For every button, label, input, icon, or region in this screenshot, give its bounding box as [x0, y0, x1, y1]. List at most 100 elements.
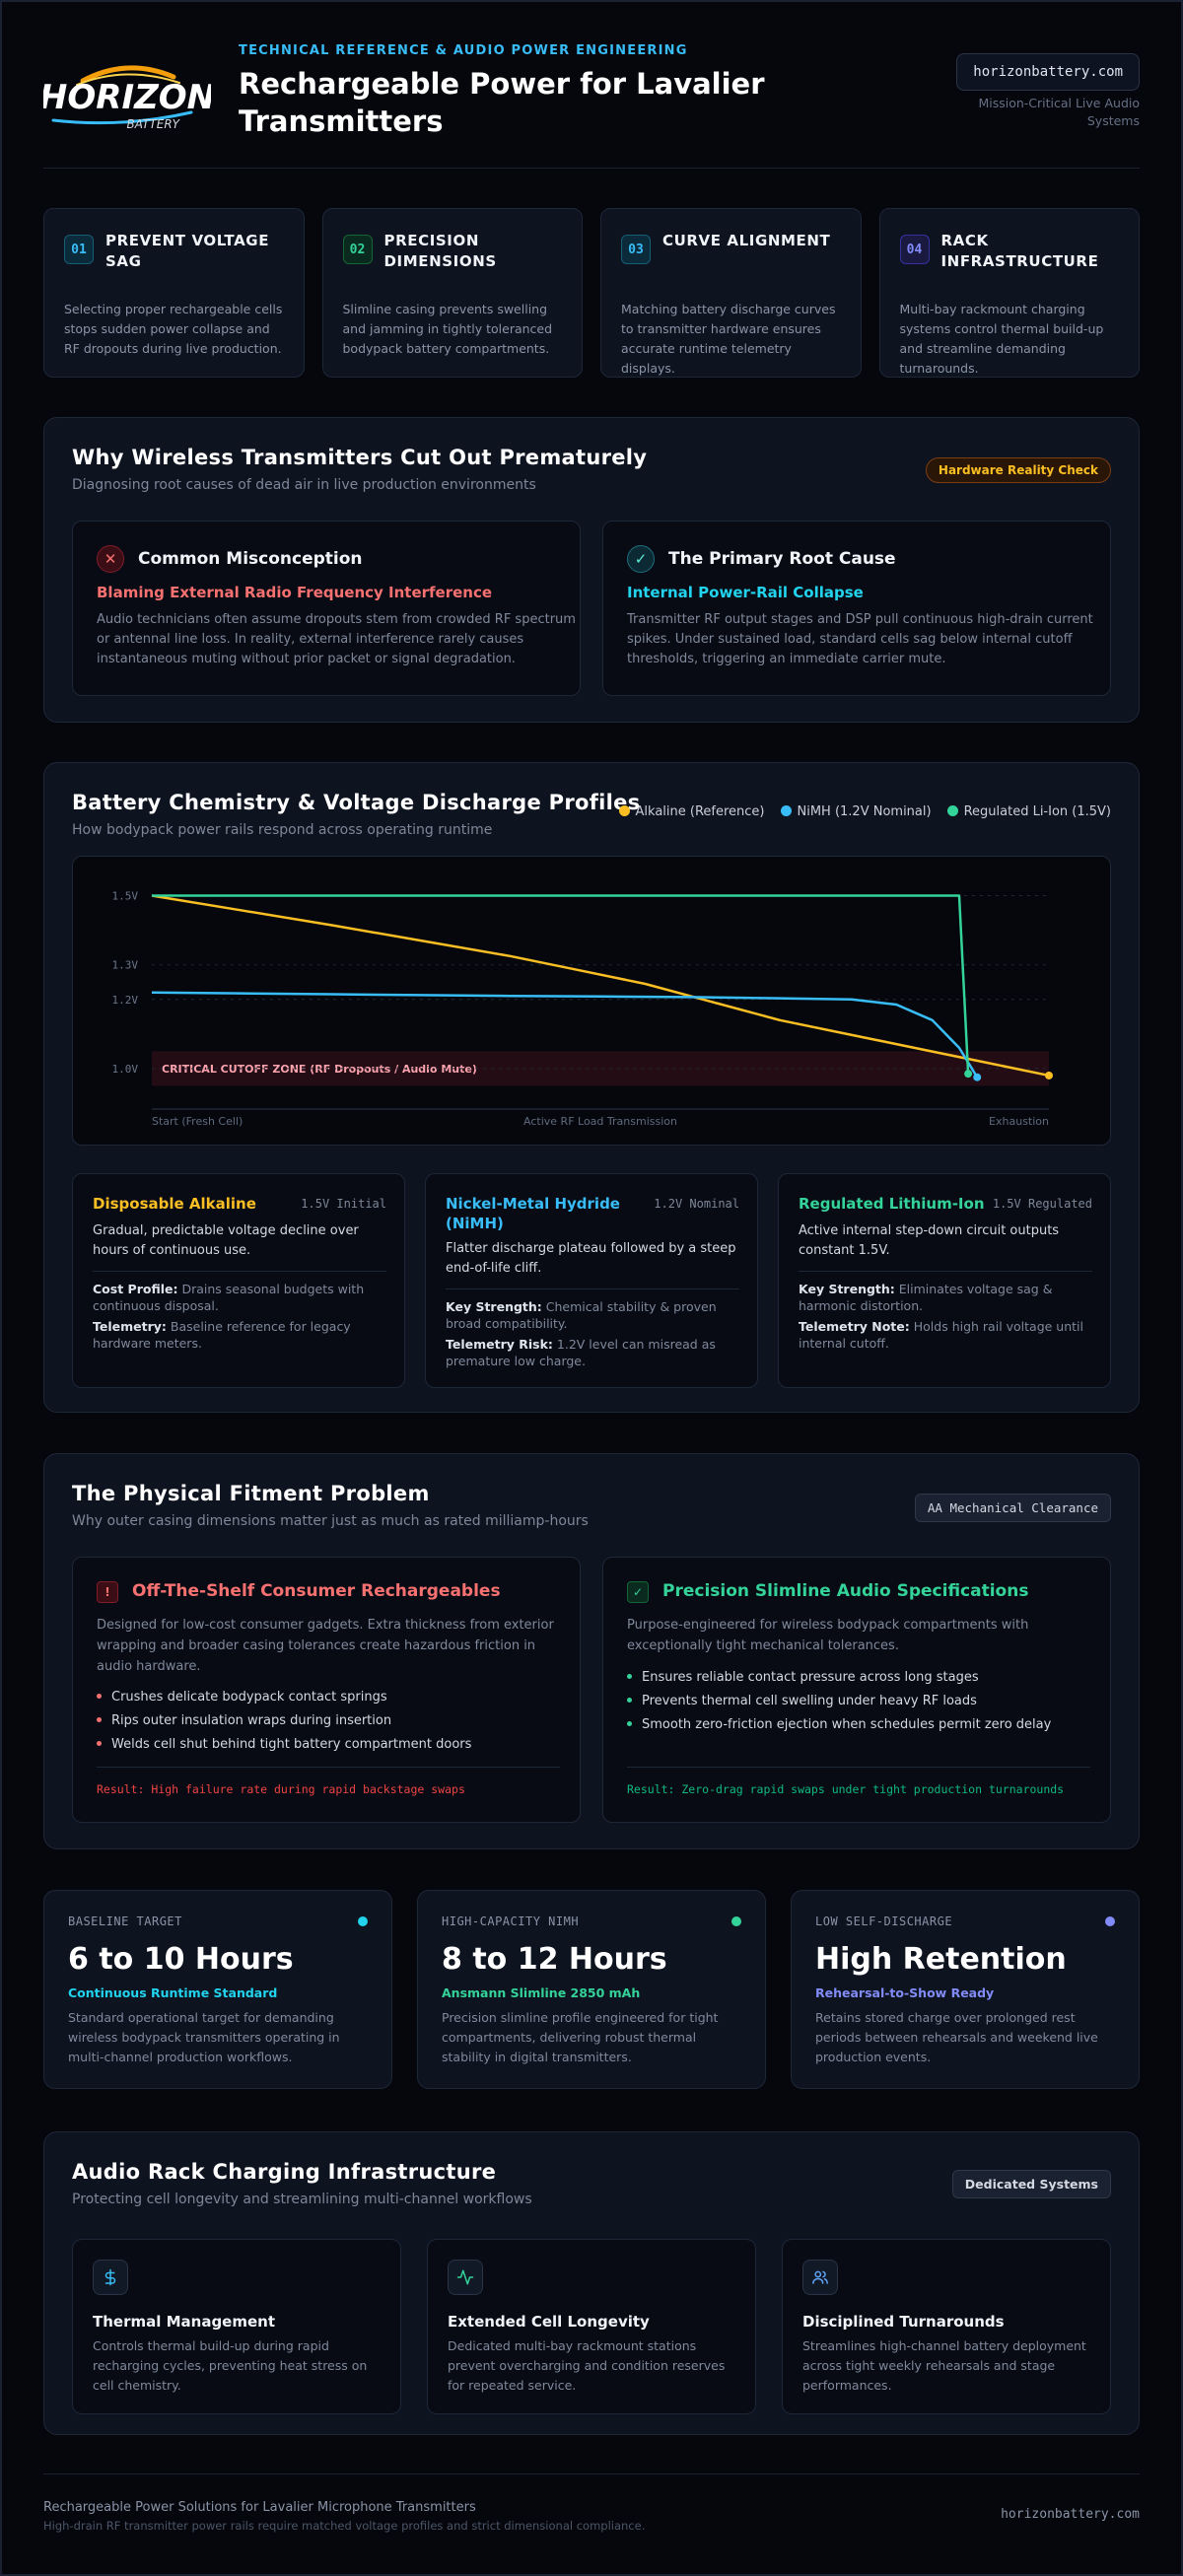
- check-icon: ✓: [627, 1581, 649, 1603]
- footer-divider: [43, 2473, 1140, 2474]
- list-item-text: Prevents thermal cell swelling under hea…: [642, 1694, 977, 1708]
- series-endpoint: [964, 1070, 973, 1079]
- chemistry-card-nimh: Nickel-Metal Hydride (NiMH) 1.2V Nominal…: [425, 1173, 758, 1388]
- stat-value: 8 to 12 Hours: [442, 1942, 667, 1977]
- divider: [93, 1271, 386, 1272]
- horizon-battery-logo[interactable]: HORIZON BATTERY: [39, 55, 215, 134]
- series-endpoint: [973, 1073, 982, 1081]
- detail-value: Chemical stability & proven broad compat…: [446, 1299, 717, 1331]
- pillar-row: 01 PREVENT VOLTAGE SAG Selecting proper …: [43, 208, 1140, 378]
- list-item: Smooth zero-friction ejection when sched…: [627, 1713, 1090, 1737]
- status-dot: [731, 1916, 741, 1926]
- pillar-description: Multi-bay rackmount charging systems con…: [899, 302, 1104, 376]
- discharge-chart-svg: CRITICAL CUTOFF ZONE (RF Dropouts / Audi…: [112, 890, 1053, 1128]
- legend-item-li-ion[interactable]: Regulated Li-Ion (1.5V): [946, 804, 1111, 819]
- detail-value: Holds high rail voltage until internal c…: [799, 1319, 1084, 1351]
- infra-description: Dedicated multi-bay rackmount stations p…: [448, 2338, 726, 2393]
- section-title: The Physical Fitment Problem: [72, 1482, 430, 1505]
- status-dot: [1105, 1916, 1115, 1926]
- chemistry-card-li-ion: Regulated Lithium-Ion 1.5V Regulated Act…: [778, 1173, 1111, 1388]
- chemistry-description: Gradual, predictable voltage decline ove…: [93, 1223, 359, 1258]
- legend-label: NiMH (1.2V Nominal): [797, 804, 932, 819]
- root-cause-card: ✓ The Primary Root Cause Internal Power-…: [602, 521, 1111, 696]
- chemistry-name: Disposable Alkaline: [93, 1195, 256, 1213]
- check-icon: ✓: [627, 545, 655, 573]
- infra-title: Extended Cell Longevity: [448, 2313, 650, 2331]
- pillar-card: 03 CURVE ALIGNMENT Matching battery disc…: [600, 208, 862, 378]
- x-icon: ✕: [97, 545, 124, 573]
- legend-swatch: [618, 805, 630, 816]
- pillar-description: Matching battery discharge curves to tra…: [621, 302, 836, 376]
- series-endpoint: [1045, 1071, 1053, 1079]
- x-tick-label: Exhaustion: [989, 1115, 1049, 1128]
- detail-key: Telemetry:: [93, 1319, 167, 1334]
- dropout-section: Why Wireless Transmitters Cut Out Premat…: [43, 417, 1140, 723]
- pillar-card: 02 PRECISION DIMENSIONS Slimline casing …: [321, 208, 583, 378]
- list-item: Crushes delicate bodypack contact spring…: [97, 1686, 560, 1709]
- section-subtitle: Protecting cell longevity and streamlini…: [72, 2192, 532, 2207]
- bullet: [97, 1717, 102, 1722]
- section-subtitle: How bodypack power rails respond across …: [72, 822, 493, 838]
- header-eyebrow: TECHNICAL REFERENCE & AUDIO POWER ENGINE…: [239, 43, 688, 58]
- stat-value: 6 to 10 Hours: [68, 1942, 294, 1977]
- chemistry-rating: 1.5V Initial: [301, 1197, 386, 1211]
- infra-card-turnarounds: Disciplined Turnarounds Streamlines high…: [782, 2239, 1111, 2414]
- card-description: Designed for low-cost consumer gadgets. …: [97, 1618, 554, 1674]
- y-tick-label: 1.0V: [112, 1063, 139, 1076]
- pillar-number: 04: [899, 235, 930, 264]
- legend-item-nimh[interactable]: NiMH (1.2V Nominal): [780, 804, 932, 819]
- dollar-icon: [93, 2260, 128, 2295]
- hardware-reality-badge: Hardware Reality Check: [925, 457, 1111, 483]
- detail-key: Cost Profile:: [93, 1282, 178, 1296]
- chemistry-description: Active internal step-down circuit output…: [799, 1223, 1060, 1258]
- benefit-list: Ensures reliable contact pressure across…: [627, 1666, 1090, 1737]
- chemistry-rating: 1.2V Nominal: [654, 1197, 739, 1211]
- infra-title: Disciplined Turnarounds: [802, 2313, 1005, 2331]
- status-dot: [358, 1916, 368, 1926]
- chemistry-rating: 1.5V Regulated: [992, 1197, 1092, 1211]
- list-item: Ensures reliable contact pressure across…: [627, 1666, 1090, 1690]
- card-subtitle: Internal Power-Rail Collapse: [627, 584, 864, 601]
- header-divider: [43, 168, 1140, 169]
- infra-description: Streamlines high-channel battery deploym…: [802, 2338, 1086, 2393]
- result-text: Result: High failure rate during rapid b…: [97, 1782, 465, 1796]
- pillar-title: RACK INFRASTRUCTURE: [940, 232, 1099, 270]
- chemistry-detail: Telemetry: Baseline reference for legacy…: [93, 1318, 386, 1352]
- runtime-stat-card: HIGH-CAPACITY NIMH 8 to 12 Hours Ansmann…: [417, 1890, 766, 2089]
- stat-description: Standard operational target for demandin…: [68, 2010, 340, 2064]
- slimline-card: ✓ Precision Slimline Audio Specification…: [602, 1557, 1111, 1823]
- section-title: Battery Chemistry & Voltage Discharge Pr…: [72, 791, 641, 814]
- card-title: Off-The-Shelf Consumer Rechargeables: [132, 1581, 501, 1601]
- detail-key: Telemetry Note:: [799, 1319, 910, 1334]
- series-line: [151, 894, 970, 1075]
- series-line: [151, 991, 979, 1079]
- footer-domain-link[interactable]: horizonbattery.com: [1001, 2507, 1140, 2522]
- card-title: Precision Slimline Audio Specifications: [662, 1581, 1029, 1601]
- card-description: Purpose-engineered for wireless bodypack…: [627, 1618, 1029, 1653]
- chemistry-name: Nickel-Metal Hydride (NiMH): [446, 1195, 620, 1232]
- x-tick-label: Start (Fresh Cell): [152, 1115, 243, 1128]
- header: HORIZON BATTERY TECHNICAL REFERENCE & AU…: [39, 39, 1140, 170]
- card-subtitle: Blaming External Radio Frequency Interfe…: [97, 584, 493, 601]
- pillar-description: Selecting proper rechargeable cells stop…: [64, 302, 283, 356]
- header-tagline: Mission-Critical Live Audio Systems: [978, 96, 1140, 128]
- fitment-section: The Physical Fitment Problem Why outer c…: [43, 1453, 1140, 1849]
- cutoff-zone-label: CRITICAL CUTOFF ZONE (RF Dropouts / Audi…: [162, 1063, 477, 1076]
- bullet: [627, 1721, 632, 1726]
- series-line: [151, 894, 1050, 1078]
- stat-description: Retains stored charge over prolonged res…: [815, 2010, 1098, 2064]
- legend-item-alkaline[interactable]: Alkaline (Reference): [618, 804, 765, 819]
- misconception-card: ✕ Common Misconception Blaming External …: [72, 521, 581, 696]
- cutoff-zone: [152, 1051, 1049, 1086]
- domain-badge[interactable]: horizonbattery.com: [956, 53, 1140, 91]
- detail-key: Telemetry Risk:: [446, 1337, 553, 1352]
- failure-list: Crushes delicate bodypack contact spring…: [97, 1686, 560, 1757]
- chart-legend: Alkaline (Reference) NiMH (1.2V Nominal)…: [618, 804, 1111, 819]
- bullet: [627, 1674, 632, 1679]
- svg-text:BATTERY: BATTERY: [127, 117, 181, 131]
- card-title: The Primary Root Cause: [668, 549, 896, 569]
- section-subtitle: Why outer casing dimensions matter just …: [72, 1513, 589, 1529]
- chemistry-description: Flatter discharge plateau followed by a …: [446, 1241, 736, 1276]
- pillar-number: 03: [621, 235, 651, 264]
